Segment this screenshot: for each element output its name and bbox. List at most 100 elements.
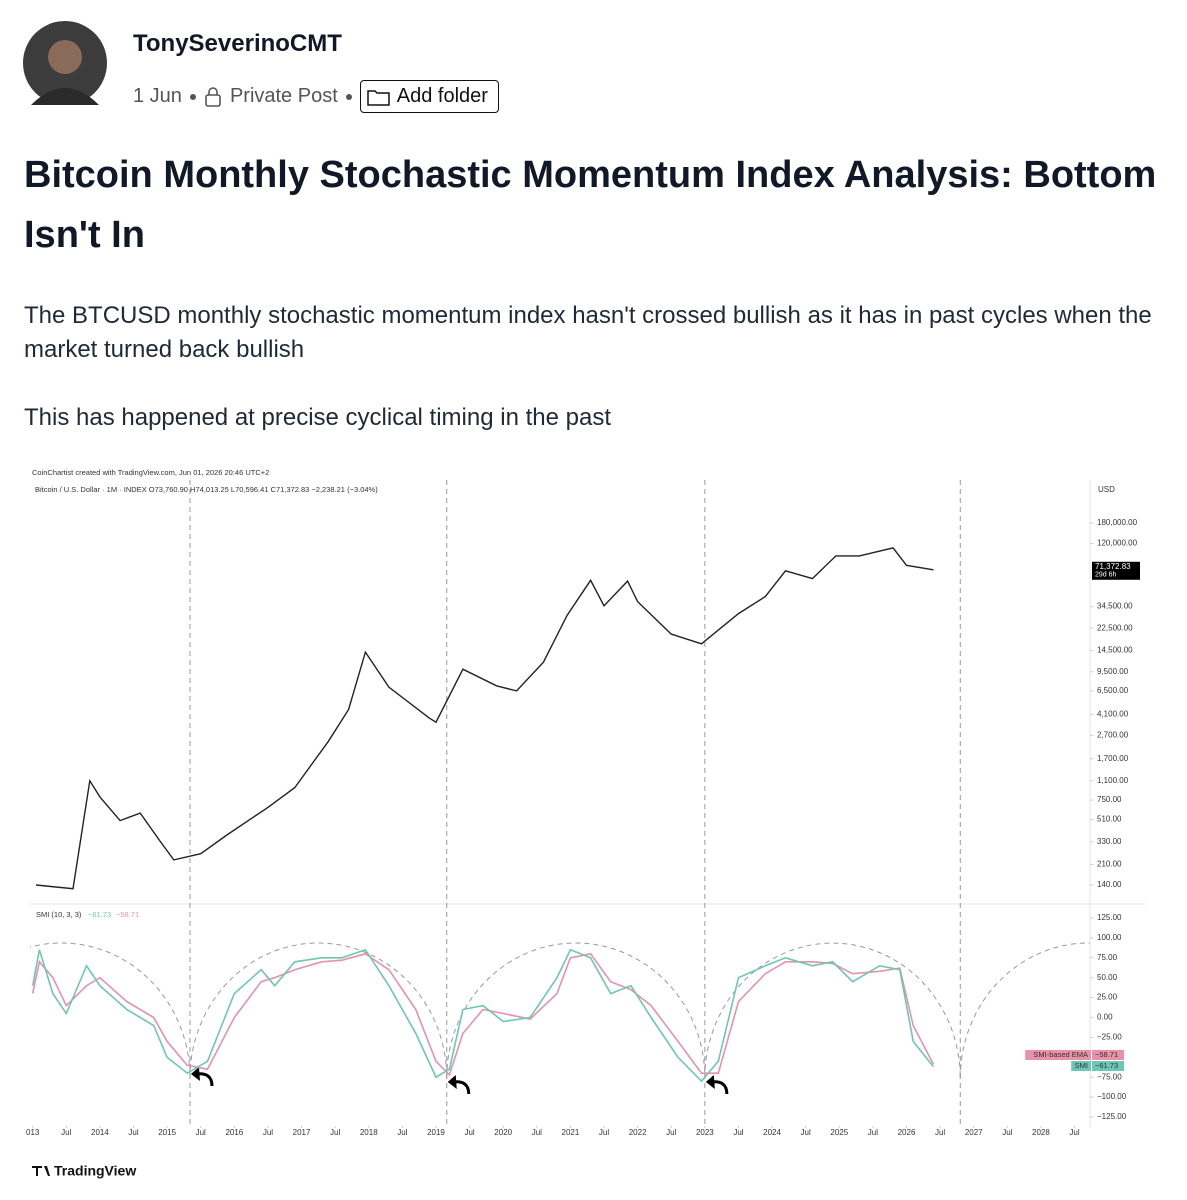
x-tick-label: 013 (26, 1128, 40, 1137)
price-tick-label: 140.00 (1097, 880, 1122, 889)
x-tick-label: Jul (196, 1128, 206, 1137)
x-tick-label: Jul (666, 1128, 676, 1137)
brand: TradingView (54, 1163, 136, 1179)
price-tick-label: 4,100.00 (1097, 709, 1129, 718)
x-tick-label: 2014 (91, 1128, 109, 1137)
series-last: −61.73 (1095, 1061, 1118, 1070)
price-tick-label: 1,100.00 (1097, 776, 1129, 785)
x-tick-label: 2016 (225, 1128, 243, 1137)
price-tick-label: 9,500.00 (1097, 667, 1129, 676)
x-tick-label: Jul (330, 1128, 340, 1137)
avatar[interactable] (23, 21, 107, 105)
x-tick-label: Jul (1069, 1128, 1079, 1137)
smi-line (31, 948, 935, 1083)
paragraph: The BTCUSD monthly stochastic momentum i… (24, 302, 1152, 363)
price-tick-label: 34,500.00 (1097, 602, 1133, 611)
x-tick-label: Jul (1002, 1128, 1012, 1137)
x-tick-label: 2021 (562, 1128, 580, 1137)
x-tick-label: Jul (263, 1128, 273, 1137)
button-label: Add folder (396, 85, 488, 107)
arrow-head (447, 1075, 457, 1089)
symbol-info: Bitcoin / U.S. Dollar · 1M · INDEX O73,7… (35, 485, 378, 494)
x-tick-label: 2020 (494, 1128, 512, 1137)
price-tick-label: 750.00 (1097, 795, 1122, 804)
series-last: −58.71 (1095, 1050, 1118, 1059)
series-name: SMI-based EMA (1033, 1050, 1088, 1059)
brand-logo (32, 1166, 50, 1176)
series-name: SMI (1075, 1061, 1088, 1070)
x-tick-label: Jul (61, 1128, 71, 1137)
post-title: Bitcoin Monthly Stochastic Momentum Inde… (24, 154, 1157, 256)
smi-tick-label: 50.00 (1097, 973, 1118, 982)
cycle-arc (189, 942, 448, 1079)
series-tag (1071, 1061, 1091, 1071)
last-price-box (1092, 561, 1140, 580)
visibility: Private Post (229, 85, 338, 107)
paragraph: This has happened at precise cyclical ti… (24, 404, 611, 431)
smi-tick-label: −125.00 (1097, 1112, 1127, 1121)
x-tick-label: Jul (733, 1128, 743, 1137)
x-tick-label: Jul (801, 1128, 811, 1137)
smi-tick-label: 75.00 (1097, 953, 1118, 962)
arrow-head (705, 1075, 715, 1089)
smi-tick-label: 100.00 (1097, 933, 1122, 942)
last-price: 71,372.83 (1095, 562, 1131, 571)
x-tick-label: 2025 (830, 1128, 848, 1137)
add-folder-button[interactable]: Add folder (359, 80, 499, 113)
price-tick-label: 180,000.00 (1097, 518, 1138, 527)
smi-tick-label: 25.00 (1097, 993, 1118, 1002)
price-tick-label: 120,000.00 (1097, 539, 1138, 548)
value-tag (1092, 1050, 1124, 1060)
price-tick-label: 210.00 (1097, 860, 1122, 869)
smi-tick-label: 125.00 (1097, 913, 1122, 922)
x-tick-label: 2015 (158, 1128, 176, 1137)
x-tick-label: 2028 (1032, 1128, 1050, 1137)
arrow-head (190, 1067, 200, 1081)
date: 1 Jun (133, 85, 182, 107)
x-tick-label: 2019 (427, 1128, 445, 1137)
x-tick-label: 2027 (965, 1128, 983, 1137)
smi-tick-label: 0.00 (1097, 1013, 1113, 1022)
credit: CoinChartist created with TradingView.co… (32, 468, 269, 477)
countdown: 29d 6h (1095, 572, 1117, 579)
price-tick-label: 1,700.00 (1097, 754, 1129, 763)
smi-tick-label: −100.00 (1097, 1092, 1127, 1101)
cycle-arc (704, 942, 961, 1079)
price-tick-label: 330.00 (1097, 837, 1122, 846)
x-tick-label: 2017 (293, 1128, 311, 1137)
x-tick-label: 2023 (696, 1128, 714, 1137)
lock-icon (205, 86, 221, 107)
price-line (35, 547, 934, 890)
smi-legend-value: −61.73 (88, 910, 111, 919)
price-tick-label: 2,700.00 (1097, 730, 1129, 739)
price-tick-label: 22,500.00 (1097, 623, 1133, 632)
x-tick-label: 2024 (763, 1128, 781, 1137)
smi-legend-value: −58.71 (116, 910, 139, 919)
x-tick-label: Jul (532, 1128, 542, 1137)
value-tag (1092, 1061, 1124, 1071)
x-tick-label: Jul (599, 1128, 609, 1137)
smi-tick-label: −75.00 (1097, 1072, 1122, 1081)
x-tick-label: 2022 (629, 1128, 647, 1137)
smi-tick-label: −25.00 (1097, 1033, 1122, 1042)
x-tick-label: 2018 (360, 1128, 378, 1137)
author[interactable]: TonySeverinoCMT (133, 30, 342, 57)
price-tick-label: 510.00 (1097, 815, 1122, 824)
smi-title: SMI (10, 3, 3) (36, 910, 82, 919)
series-tag (1025, 1050, 1091, 1060)
currency: USD (1098, 485, 1115, 494)
x-tick-label: Jul (935, 1128, 945, 1137)
x-tick-label: Jul (397, 1128, 407, 1137)
x-tick-label: 2026 (898, 1128, 916, 1137)
cycle-arc (30, 942, 191, 1079)
meta: 1 Jun Private Post Add folder (133, 80, 499, 113)
x-tick-label: Jul (868, 1128, 878, 1137)
x-tick-label: Jul (464, 1128, 474, 1137)
folder-icon (367, 89, 390, 106)
smi-line (31, 952, 935, 1077)
price-tick-label: 14,500.00 (1097, 645, 1133, 654)
cycle-arc (959, 942, 1090, 1079)
price-tick-label: 6,500.00 (1097, 686, 1129, 695)
